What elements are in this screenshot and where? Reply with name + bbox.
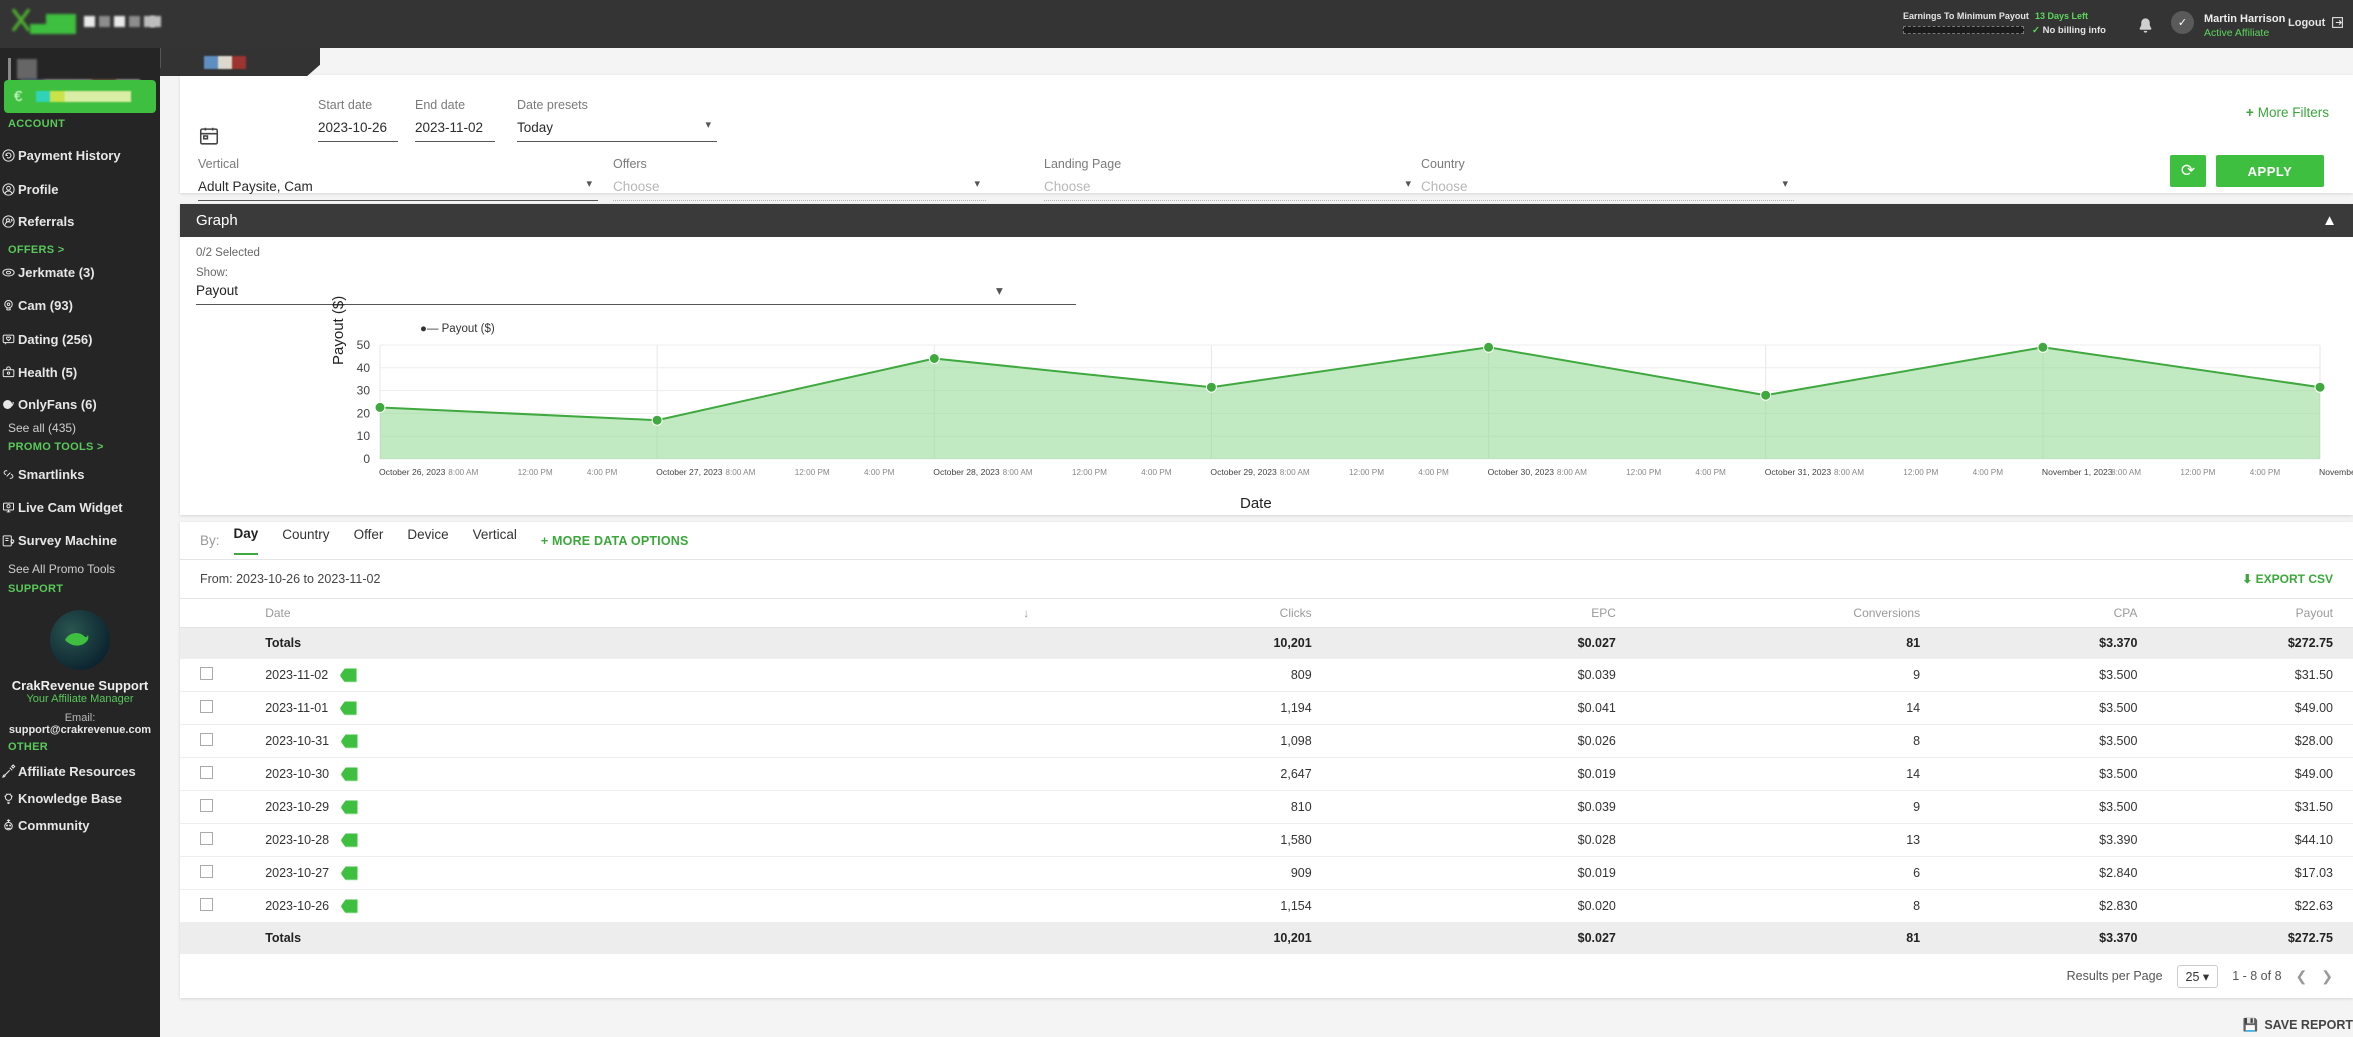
svg-text:8:00 AM: 8:00 AM bbox=[2111, 468, 2141, 477]
svg-text:8:00 AM: 8:00 AM bbox=[1834, 468, 1864, 477]
svg-text:October 27, 2023: October 27, 2023 bbox=[656, 467, 723, 477]
svg-text:October 29, 2023: October 29, 2023 bbox=[1210, 467, 1277, 477]
svg-text:0: 0 bbox=[363, 452, 370, 466]
svg-text:October 28, 2023: October 28, 2023 bbox=[933, 467, 1000, 477]
svg-text:12:00 PM: 12:00 PM bbox=[1349, 468, 1384, 477]
svg-text:4:00 PM: 4:00 PM bbox=[1141, 468, 1172, 477]
svg-text:8:00 AM: 8:00 AM bbox=[1003, 468, 1033, 477]
svg-text:50: 50 bbox=[357, 338, 371, 352]
svg-text:October 31, 2023: October 31, 2023 bbox=[1765, 467, 1832, 477]
svg-text:4:00 PM: 4:00 PM bbox=[2250, 468, 2281, 477]
svg-text:November 1, 2023: November 1, 2023 bbox=[2042, 467, 2113, 477]
svg-text:12:00 PM: 12:00 PM bbox=[1903, 468, 1938, 477]
svg-text:12:00 PM: 12:00 PM bbox=[1072, 468, 1107, 477]
svg-text:November 2, 2023: November 2, 2023 bbox=[2319, 467, 2353, 477]
svg-text:12:00 PM: 12:00 PM bbox=[1626, 468, 1661, 477]
svg-text:4:00 PM: 4:00 PM bbox=[864, 468, 895, 477]
svg-text:20: 20 bbox=[357, 406, 371, 420]
svg-text:30: 30 bbox=[357, 384, 371, 398]
svg-text:40: 40 bbox=[357, 361, 371, 375]
svg-text:4:00 PM: 4:00 PM bbox=[587, 468, 618, 477]
svg-text:8:00 AM: 8:00 AM bbox=[725, 468, 755, 477]
svg-text:4:00 PM: 4:00 PM bbox=[1695, 468, 1726, 477]
svg-text:8:00 AM: 8:00 AM bbox=[1557, 468, 1587, 477]
svg-text:10: 10 bbox=[357, 429, 371, 443]
svg-text:8:00 AM: 8:00 AM bbox=[448, 468, 478, 477]
svg-text:8:00 AM: 8:00 AM bbox=[1280, 468, 1310, 477]
svg-text:4:00 PM: 4:00 PM bbox=[1418, 468, 1449, 477]
svg-text:12:00 PM: 12:00 PM bbox=[795, 468, 830, 477]
svg-text:12:00 PM: 12:00 PM bbox=[2180, 468, 2215, 477]
svg-text:12:00 PM: 12:00 PM bbox=[518, 468, 553, 477]
svg-text:October 30, 2023: October 30, 2023 bbox=[1488, 467, 1555, 477]
svg-text:4:00 PM: 4:00 PM bbox=[1973, 468, 2004, 477]
svg-text:October 26, 2023: October 26, 2023 bbox=[379, 467, 446, 477]
